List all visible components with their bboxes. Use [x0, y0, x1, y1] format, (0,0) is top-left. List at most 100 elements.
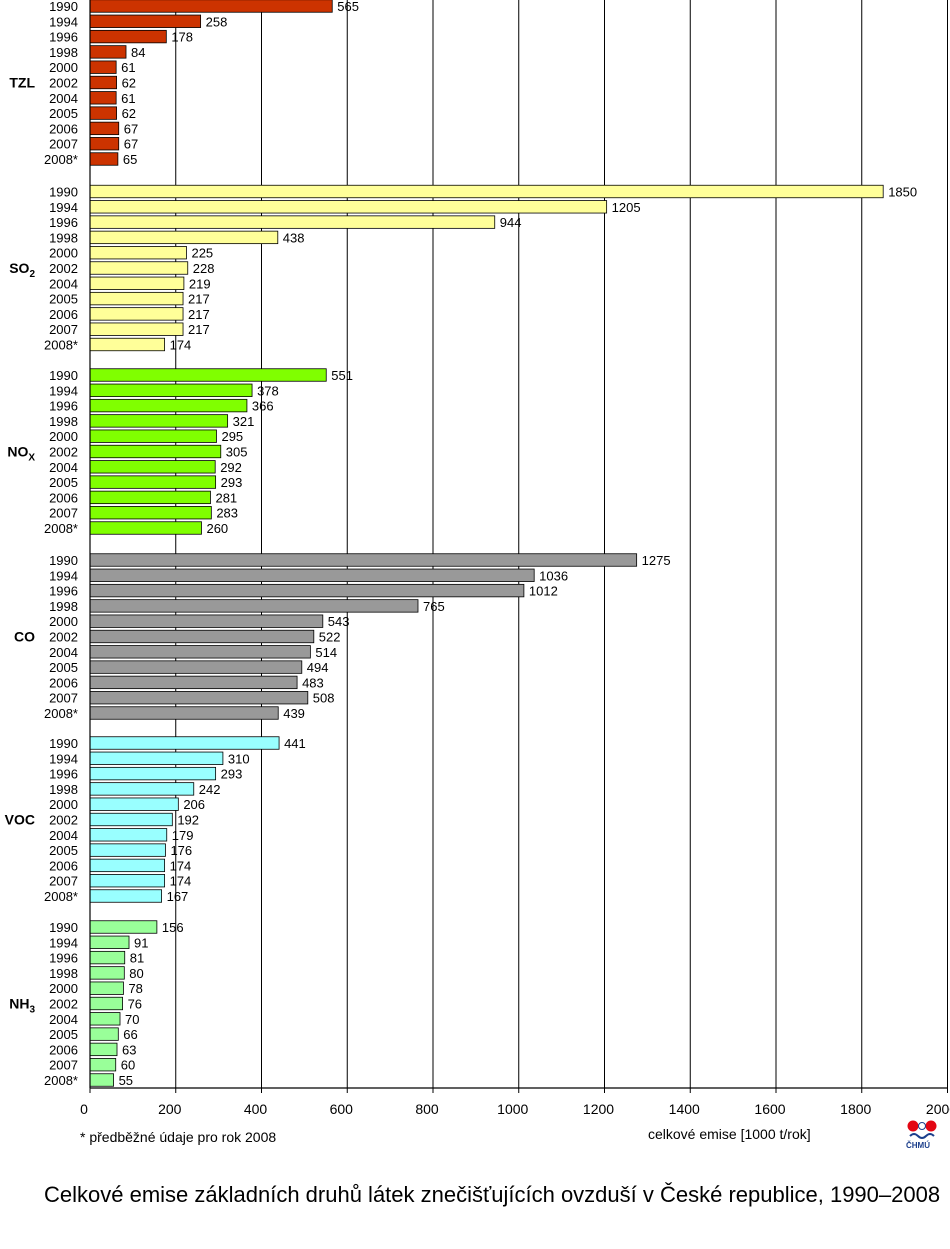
bar	[89, 766, 217, 781]
bar	[89, 91, 117, 105]
bar	[89, 152, 119, 166]
bar	[89, 706, 279, 720]
bar	[89, 691, 309, 705]
value-label: 80	[129, 966, 143, 981]
value-label: 60	[121, 1058, 135, 1073]
value-label: 167	[167, 889, 189, 904]
year-label: 2006	[49, 490, 78, 505]
value-label: 61	[121, 60, 135, 75]
year-label: 1990	[49, 553, 78, 568]
bar	[89, 184, 884, 199]
year-label: 2000	[49, 614, 78, 629]
year-label: 2004	[49, 276, 78, 291]
bar	[89, 106, 117, 120]
value-label: 366	[252, 399, 274, 414]
x-tick-label: 600	[330, 1101, 354, 1117]
year-label: 2006	[49, 675, 78, 690]
bar	[89, 215, 496, 229]
year-label: 1996	[49, 399, 78, 414]
year-label: 2007	[49, 506, 78, 521]
value-label: 219	[189, 276, 211, 291]
value-label: 260	[206, 521, 228, 536]
year-label: 1990	[49, 368, 78, 383]
value-label: 84	[131, 45, 145, 60]
x-tick-label: 1000	[497, 1101, 528, 1117]
bar	[89, 614, 324, 628]
footnote: * předběžné údaje pro rok 2008	[80, 1129, 277, 1145]
year-label: 1994	[49, 568, 78, 583]
year-label: 2005	[49, 475, 78, 490]
year-label: 2004	[49, 1012, 78, 1027]
value-label: 258	[206, 14, 228, 29]
bar	[89, 137, 120, 151]
x-tick-label: 1600	[754, 1101, 785, 1117]
value-label: 217	[188, 307, 210, 322]
value-label: 378	[257, 383, 279, 398]
year-label: 2004	[49, 645, 78, 660]
pollutant-label: CO	[14, 629, 35, 645]
value-label: 514	[315, 645, 337, 660]
value-label: 293	[221, 767, 243, 782]
year-label: 1996	[49, 584, 78, 599]
year-label: 2005	[49, 660, 78, 675]
bar	[89, 0, 333, 13]
value-label: 242	[199, 782, 221, 797]
year-label: 2007	[49, 1058, 78, 1073]
year-label: 1994	[49, 383, 78, 398]
bar	[89, 736, 280, 750]
pollutant-label: TZL	[9, 75, 35, 91]
value-label: 228	[193, 261, 215, 276]
year-label: 2005	[49, 843, 78, 858]
year-label: 1994	[49, 935, 78, 950]
year-label: 2000	[49, 981, 78, 996]
bar	[89, 1027, 119, 1041]
bar	[89, 751, 224, 765]
bar	[89, 246, 187, 260]
pollutant-label: SO2	[9, 260, 35, 280]
year-label: 1996	[49, 30, 78, 45]
year-label: 1990	[49, 185, 78, 200]
value-label: 63	[122, 1042, 136, 1057]
year-label: 2002	[49, 630, 78, 645]
year-label: 1990	[49, 736, 78, 751]
year-label: 2002	[49, 76, 78, 91]
x-tick-label: 1400	[669, 1101, 700, 1117]
chart-title: Celkové emise základních druhů látek zne…	[44, 1182, 941, 1207]
value-label: 305	[226, 445, 248, 460]
grid-lines	[175, 0, 948, 1088]
year-label: 1998	[49, 414, 78, 429]
bar	[89, 629, 315, 644]
x-axis-label: celkové emise [1000 t/rok]	[648, 1126, 811, 1142]
year-label: 1998	[49, 45, 78, 60]
bar	[89, 490, 211, 505]
year-label: 2008*	[44, 152, 78, 167]
year-label: 2008*	[44, 889, 78, 904]
year-label: 1990	[49, 0, 78, 14]
bar	[89, 1042, 118, 1057]
bar	[89, 950, 126, 965]
bar	[89, 45, 127, 59]
bar	[89, 645, 311, 659]
x-tick-label: 200	[158, 1101, 182, 1117]
bar	[89, 398, 248, 413]
value-label: 551	[331, 368, 353, 383]
year-label: 2007	[49, 137, 78, 152]
year-label: 2006	[49, 1042, 78, 1057]
year-label: 2007	[49, 874, 78, 889]
year-label: 2002	[49, 445, 78, 460]
value-label: 78	[128, 981, 142, 996]
bar	[89, 858, 166, 873]
value-label: 1850	[888, 185, 917, 200]
bar	[89, 383, 253, 397]
year-label: 1994	[49, 14, 78, 29]
bar	[89, 200, 608, 214]
bar	[89, 996, 123, 1011]
value-label: 55	[119, 1073, 133, 1088]
year-label: 2006	[49, 307, 78, 322]
bar	[89, 29, 167, 44]
year-label: 2002	[49, 813, 78, 828]
value-label: 483	[302, 675, 324, 690]
bar	[89, 812, 173, 827]
value-label: 508	[313, 691, 335, 706]
bar	[89, 1012, 121, 1026]
